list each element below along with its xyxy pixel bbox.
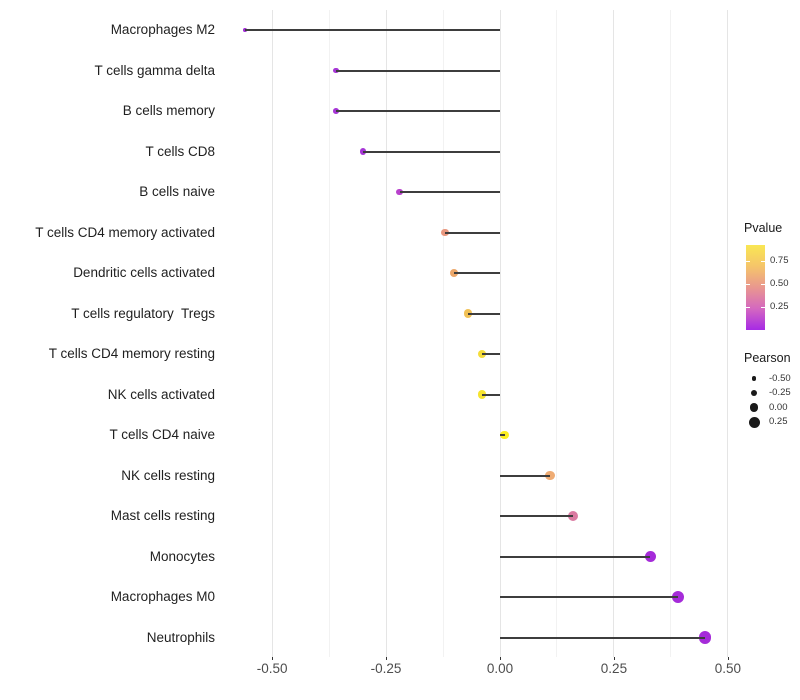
x-axis-tick [386,657,388,660]
lollipop-segment [481,393,500,396]
gridline-minor [670,10,672,657]
lollipop-segment [244,29,500,31]
gridline-major [727,10,729,657]
size-legend-dot [750,389,758,397]
size-legend-label: 0.25 [769,416,788,427]
category-label: T cells CD4 memory resting [48,346,215,361]
lollipop-segment [445,231,500,234]
lollipop-segment [500,596,678,598]
lollipop-segment [500,434,505,436]
category-label: Macrophages M2 [110,22,215,37]
data-point-dot [644,550,657,563]
colorbar-tick-label: 0.25 [770,300,789,312]
data-point-dot [464,309,473,318]
category-label: T cells gamma delta [94,62,215,78]
colorbar-tick [761,283,765,285]
data-point-dot [500,430,509,440]
gridline-major [385,10,387,657]
size-legend-dot [749,403,759,412]
plot-panel [222,10,737,657]
gridline-major [613,10,615,657]
data-point-dot [396,188,404,196]
data-point-dot [671,590,684,604]
colorbar-tick-label: 0.50 [770,277,789,289]
category-label: T cells CD4 memory activated [35,224,215,240]
lollipop-segment [335,110,500,112]
lollipop-segment [454,272,500,274]
gridline-major [271,10,273,657]
category-label: B cells memory [122,103,215,118]
gridline-minor [556,10,558,657]
size-legend-label: 0.00 [769,401,788,413]
gridline-minor [328,10,330,657]
lollipop-segment [468,312,500,315]
lollipop-segment [500,474,551,477]
lollipop-segment [500,636,706,639]
lollipop-segment [399,191,500,193]
colorbar-tick [746,283,750,285]
colorbar-tick [746,306,750,308]
lollipop-segment [481,353,500,355]
size-legend-label: -0.50 [769,372,791,384]
gridline-minor [442,10,444,657]
data-point-dot [441,228,450,237]
pvalue-colorbar [746,245,765,330]
category-label: T cells regulatory Tregs [71,305,215,321]
category-label: T cells CD4 naive [109,427,215,442]
size-legend-dot [748,416,760,428]
category-label: NK cells activated [107,386,215,402]
gridline-major [499,10,501,657]
x-axis-tick-label: 0.25 [600,661,628,676]
category-label: Monocytes [149,548,215,564]
category-label: B cells naive [139,184,215,199]
x-axis-tick [727,657,729,660]
lollipop-segment [500,555,651,558]
category-label: Macrophages M0 [110,589,215,604]
category-label: Neutrophils [146,629,215,645]
lollipop-segment [500,515,573,517]
x-axis-tick-label: 0.50 [714,661,742,676]
x-axis-tick-label: -0.25 [370,661,402,676]
colorbar-tick-label: 0.75 [770,254,789,266]
data-point-dot [333,108,339,114]
category-label: NK cells resting [121,467,215,483]
data-point-dot [545,470,556,481]
data-point-dot [698,631,712,644]
size-legend-label: -0.25 [769,387,791,398]
colorbar-tick [746,260,750,262]
x-axis-tick [500,657,501,660]
category-label: T cells CD8 [145,143,215,159]
lollipop-segment [363,150,500,153]
x-axis-tick [272,657,274,660]
x-axis-tick-label: -0.50 [256,661,288,676]
size-legend-dot [751,376,757,381]
pvalue-legend-title: Pvalue [744,221,783,235]
category-label: Mast cells resting [110,508,215,523]
pearson-legend-title: Pearson [744,351,791,365]
lollipop-segment [335,69,500,72]
data-point-dot [242,28,247,32]
data-point-dot [333,67,339,74]
category-label: Dendritic cells activated [73,265,215,280]
data-point-dot [567,510,579,522]
colorbar-tick [761,306,765,308]
x-axis-tick [613,657,615,660]
x-axis-tick-label: 0.00 [486,661,514,676]
colorbar-tick [761,260,765,262]
